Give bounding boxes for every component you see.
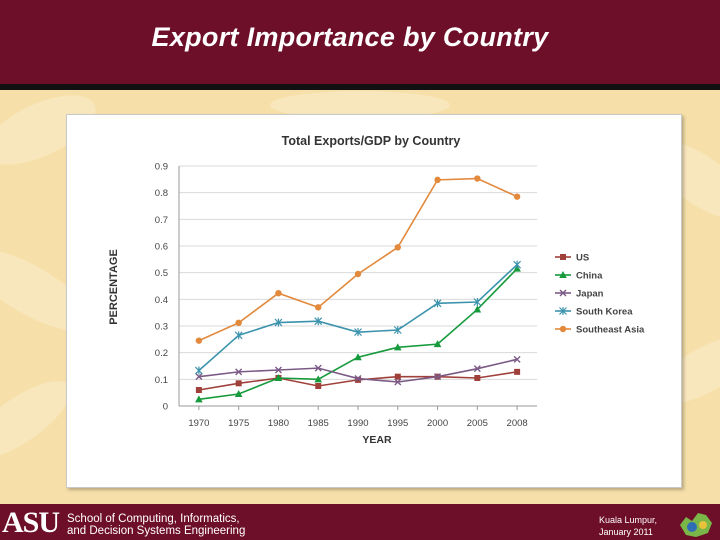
legend-marker xyxy=(559,307,567,315)
data-point xyxy=(314,375,323,383)
series-lines xyxy=(194,175,522,403)
y-tick-label: 0.3 xyxy=(155,322,168,333)
data-point xyxy=(195,373,203,381)
y-tick-label: 0.5 xyxy=(155,268,168,279)
conference-logo xyxy=(680,513,712,537)
chart-frame: Total Exports/GDP by Country PERCENTAGE … xyxy=(66,114,682,488)
chart: Total Exports/GDP by Country PERCENTAGE … xyxy=(108,134,645,446)
x-tick-label: 1975 xyxy=(228,418,249,429)
legend-label: Japan xyxy=(576,289,604,300)
data-point xyxy=(394,244,401,251)
legend: US China Japan South Korea Southeast Asia xyxy=(555,253,645,336)
y-tick-label: 0 xyxy=(163,402,168,413)
data-point xyxy=(513,355,521,363)
x-tick-labels: 1970 1975 1980 1985 1990 1995 2000 2005 2008 xyxy=(188,418,527,429)
chart-title: Total Exports/GDP by Country xyxy=(282,134,461,148)
data-point xyxy=(315,383,322,389)
data-point xyxy=(314,364,322,372)
data-point xyxy=(354,270,362,278)
data-point xyxy=(474,175,481,182)
school-name-line1: School of Computing, Informatics, xyxy=(67,513,240,525)
data-point xyxy=(473,365,481,373)
x-tick-label: 2008 xyxy=(507,418,528,429)
data-point xyxy=(274,318,283,327)
legend-label: China xyxy=(576,271,603,282)
grid xyxy=(178,165,537,410)
data-point xyxy=(434,373,442,381)
y-tick-label: 0.4 xyxy=(155,295,168,306)
x-tick-label: 2005 xyxy=(467,418,488,429)
x-tick-label: 1970 xyxy=(188,418,209,429)
data-point xyxy=(314,317,323,326)
legend-marker xyxy=(559,289,567,297)
slide-title: Export Importance by Country xyxy=(151,22,549,52)
y-tick-label: 0.1 xyxy=(155,375,168,386)
data-point xyxy=(473,305,482,313)
data-point xyxy=(433,340,442,348)
y-tick-label: 0.9 xyxy=(155,162,168,173)
event-info: Kuala Lumpur, January 2011 xyxy=(599,514,657,538)
x-tick-label: 1980 xyxy=(268,418,289,429)
data-point xyxy=(394,378,402,386)
data-point xyxy=(195,387,202,393)
x-tick-label: 1995 xyxy=(387,418,408,429)
slide-footer: ASU School of Computing, Informatics, an… xyxy=(0,504,720,540)
data-point xyxy=(315,304,322,311)
data-point xyxy=(394,373,401,380)
legend-marker xyxy=(559,271,567,278)
data-point xyxy=(474,375,481,381)
asu-logo: ASU xyxy=(2,506,60,539)
data-point xyxy=(194,366,203,375)
data-point xyxy=(234,390,243,397)
data-point xyxy=(274,366,282,374)
legend-label: South Korea xyxy=(576,307,633,318)
data-point xyxy=(274,374,283,381)
data-point xyxy=(235,380,242,387)
event-date: January 2011 xyxy=(599,527,653,537)
data-point xyxy=(235,368,243,376)
data-point xyxy=(275,290,282,297)
school-name-line2: and Decision Systems Engineering xyxy=(67,525,246,537)
data-point xyxy=(393,326,402,334)
data-point xyxy=(513,260,522,269)
data-point xyxy=(195,395,203,403)
data-point xyxy=(235,319,242,326)
slide-header: Export Importance by Country xyxy=(0,0,720,90)
x-tick-label: 1985 xyxy=(308,418,329,429)
data-point xyxy=(514,368,521,375)
legend-marker xyxy=(559,325,567,333)
legend-marker xyxy=(560,254,566,260)
data-point xyxy=(433,299,442,308)
x-tick-label: 1990 xyxy=(347,418,368,429)
data-point xyxy=(513,193,521,200)
y-tick-label: 0.7 xyxy=(155,215,168,226)
event-location: Kuala Lumpur, xyxy=(599,515,658,525)
legend-label: Southeast Asia xyxy=(576,325,645,336)
y-tick-label: 0.8 xyxy=(155,188,168,199)
data-point xyxy=(234,331,243,340)
y-axis-label: PERCENTAGE xyxy=(108,249,120,325)
data-point xyxy=(195,337,203,344)
background-pattern xyxy=(0,91,720,459)
data-point xyxy=(434,176,441,184)
y-tick-label: 0.2 xyxy=(155,348,168,359)
data-point xyxy=(355,376,361,383)
data-point xyxy=(473,298,482,306)
data-point xyxy=(393,343,402,351)
x-axis-label: YEAR xyxy=(362,434,392,446)
y-tick-label: 0.6 xyxy=(155,242,168,253)
data-point xyxy=(354,353,362,361)
y-tick-labels: 0 0.1 0.2 0.3 0.4 0.5 0.6 0.7 0.8 0.9 xyxy=(155,162,168,413)
legend-label: US xyxy=(576,253,589,264)
data-point xyxy=(354,375,362,383)
school-name: School of Computing, Informatics, and De… xyxy=(67,513,245,537)
x-tick-label: 2000 xyxy=(427,418,448,429)
data-point xyxy=(354,328,362,337)
